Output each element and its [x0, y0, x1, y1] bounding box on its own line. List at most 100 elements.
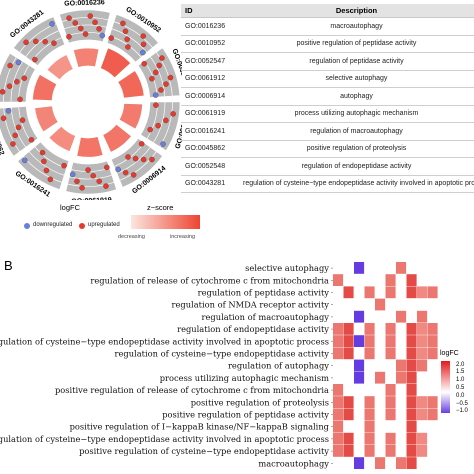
go-id-cell: GO:0052547	[181, 52, 239, 71]
table-row: GO:0052547 regulation of peptidase activi…	[181, 52, 474, 71]
circle-sector: GO:0061912	[118, 101, 182, 152]
heatmap-row-label: regulation of macroautophagy	[202, 312, 330, 322]
upregulated-gene-dot	[66, 15, 72, 21]
table-header-description: Description	[239, 4, 474, 18]
logfc-legend-title: logFC	[60, 203, 81, 212]
upregulated-gene-dot	[78, 25, 84, 32]
table-row: GO:0061912 selective autophagy	[181, 70, 474, 88]
upregulated-gene-dot	[103, 183, 109, 189]
heatmap-cell	[364, 335, 375, 347]
heatmap-colorbar	[441, 361, 450, 413]
sector-label: GO:0016236	[64, 0, 105, 8]
upregulated-gene-dot	[72, 20, 79, 26]
heatmap-row-label: regulation of peptidase activity	[198, 288, 330, 298]
zscore-colorbar	[131, 215, 200, 229]
heatmap-cell	[417, 286, 428, 299]
upregulated-gene-dot	[122, 169, 129, 176]
heatmap-cell	[333, 384, 344, 396]
heatmap-cell	[343, 396, 354, 408]
upregulated-gene-dot	[163, 117, 169, 124]
heatmap-cell	[385, 384, 396, 396]
heatmap-cell	[333, 396, 344, 408]
go-id-cell: GO:0010952	[181, 35, 239, 53]
upregulated-gene-dot	[6, 83, 13, 89]
upregulated-gene-dot	[125, 44, 131, 50]
heatmap-legend-tick: 0.0	[456, 393, 465, 399]
table-row: GO:0061919 process utilizing autophagic m…	[181, 105, 474, 123]
downregulated-gene-dot	[22, 157, 28, 164]
heatmap-cell	[396, 371, 407, 384]
heatmap-cell	[406, 396, 417, 408]
heatmap-cell	[406, 335, 417, 347]
heatmap-row-label: process utilizing autophagic mechanism	[160, 373, 329, 383]
upregulated-gene-dot	[159, 55, 165, 61]
upregulated-gene-dot	[47, 176, 54, 183]
heatmap-cell	[364, 323, 375, 335]
upregulated-gene-dot	[140, 41, 147, 48]
upregulated-gene-dot	[140, 156, 147, 163]
go-id-cell: GO:0016236	[181, 17, 239, 36]
heatmap-cell	[406, 432, 417, 445]
heatmap-cell	[385, 286, 396, 299]
circle-sector: GO:0052548	[0, 52, 58, 103]
heatmap-row-label: positive regulation of proteolysis	[191, 397, 329, 407]
downregulated-label: downregulated	[33, 222, 73, 228]
heatmap-cell	[364, 286, 375, 299]
heatmap-cell	[364, 432, 375, 445]
upregulated-gene-dot	[153, 102, 159, 108]
upregulated-gene-dot	[155, 122, 161, 129]
heatmap-cell	[354, 371, 365, 384]
heatmap-cell	[364, 408, 375, 421]
upregulated-gene-dot	[163, 81, 169, 87]
heatmap-cell	[333, 274, 344, 286]
upregulated-gene-dot	[108, 35, 114, 41]
heatmap-cell	[333, 408, 344, 421]
downregulated-gene-dot	[69, 171, 76, 178]
upregulated-gene-dot	[17, 96, 23, 103]
heatmap-cell	[406, 408, 417, 421]
heatmap-cell	[417, 310, 428, 323]
go-term-table: ID Description GO:0016236 macroautophagy G…	[181, 4, 474, 193]
heatmap-row-label: regulation of autophagy	[228, 361, 329, 371]
go-description-cell: regulation of endopeptidase activity	[239, 157, 474, 176]
go-description-cell: selective autophagy	[239, 70, 474, 88]
go-description-cell: positive regulation of peptidase activit…	[239, 35, 474, 53]
heatmap-cell	[406, 457, 417, 469]
upregulated-gene-dot	[61, 162, 67, 169]
heatmap-cell	[427, 323, 438, 335]
upregulated-gene-dot	[66, 33, 72, 40]
heatmap-cell	[427, 335, 438, 347]
upregulated-gene-dot	[167, 74, 174, 81]
upregulated-gene-dot	[85, 167, 91, 173]
table-row: GO:0052548 regulation of endopeptidase ac…	[181, 157, 474, 176]
downregulated-gene-dot	[115, 166, 121, 173]
heatmap-cell	[417, 335, 428, 347]
heatmap-cell	[343, 286, 354, 299]
heatmap-row-label: positive regulation of I−kappaB kinase/N…	[70, 422, 330, 432]
heatmap-cell	[406, 274, 417, 286]
circle-sector: GO:0010952	[100, 6, 162, 79]
heatmap-cell	[354, 335, 365, 347]
downregulated-gene-dot	[152, 92, 159, 98]
circle-sector: GO:0045862	[0, 105, 59, 157]
upregulated-gene-dot	[43, 167, 50, 174]
upregulated-gene-dot	[153, 69, 159, 76]
upregulated-gene-dot	[141, 60, 147, 67]
upregulated-gene-dot	[32, 56, 38, 63]
upregulated-gene-dot	[41, 158, 47, 165]
heatmap-cell	[396, 262, 407, 274]
heatmap-cell	[333, 347, 344, 360]
heatmap-cell	[417, 347, 428, 360]
upregulated-gene-dot	[39, 149, 46, 156]
heatmap-cell	[333, 445, 344, 457]
upregulated-gene-dot	[149, 156, 155, 163]
upregulated-gene-dot	[21, 75, 28, 81]
sector-label: GO:0061919	[71, 197, 112, 200]
upregulated-gene-dot	[90, 173, 96, 179]
downregulated-gene-dot	[160, 141, 166, 147]
heatmap-cell	[364, 347, 375, 360]
heatmap-cell	[364, 420, 375, 433]
upregulated-gene-dot	[12, 132, 19, 139]
heatmap-cell	[385, 274, 396, 286]
go-description-cell: positive regulation of proteolysis	[239, 140, 474, 158]
